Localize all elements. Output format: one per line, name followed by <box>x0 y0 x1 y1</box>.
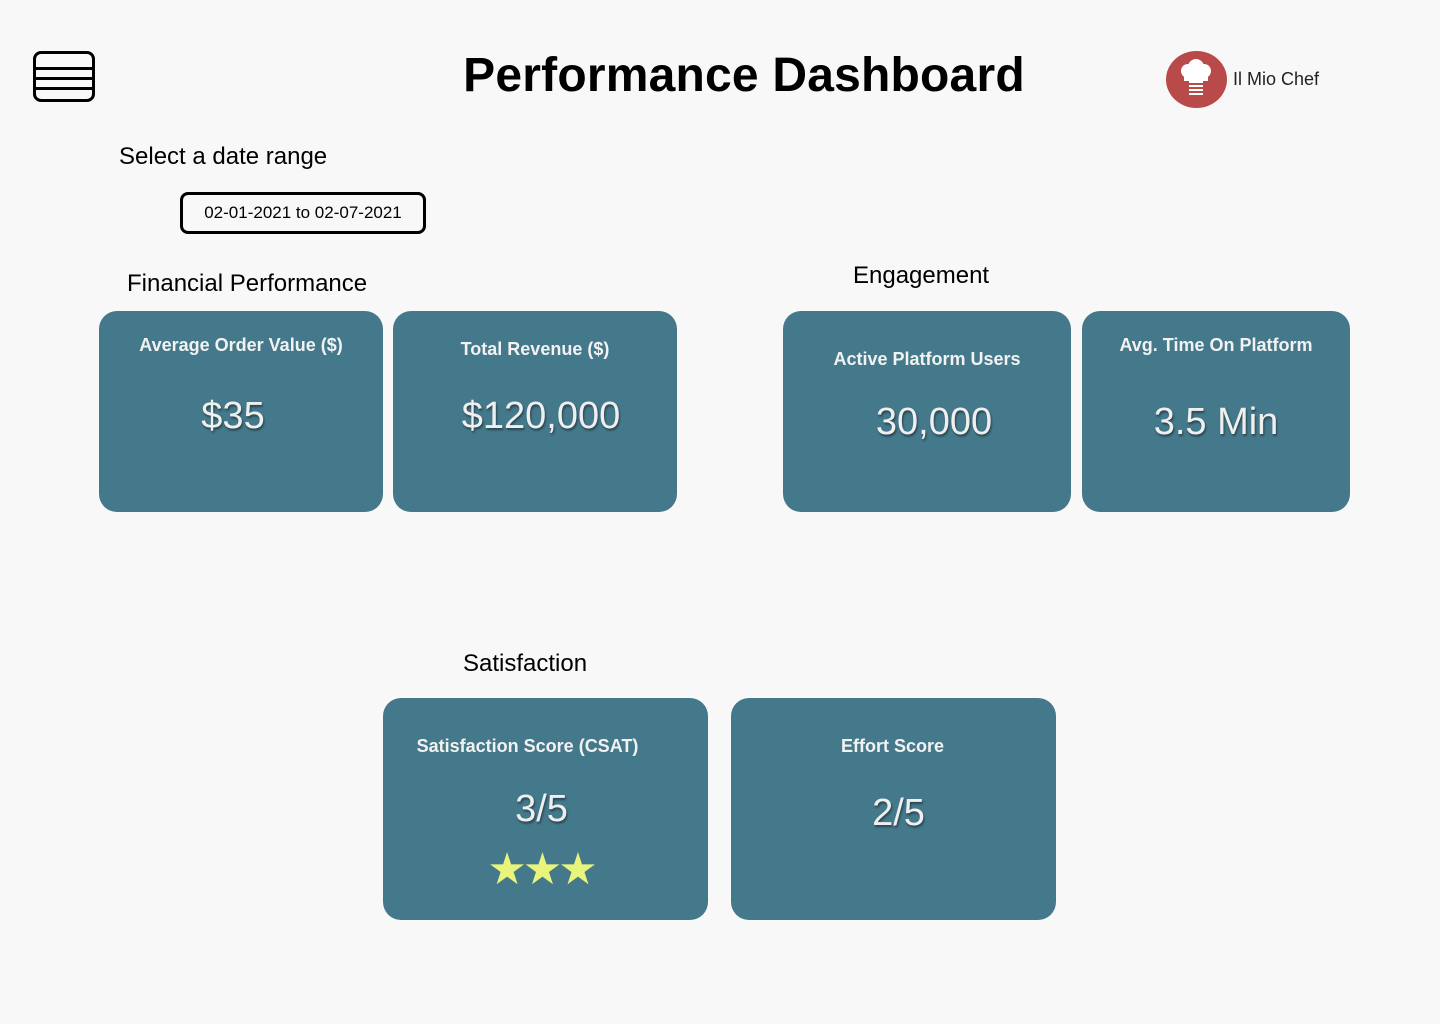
star-icon: ★ <box>487 844 527 895</box>
star-icon: ★ <box>522 844 563 895</box>
card-label: Satisfaction Score (CSAT) <box>416 736 639 756</box>
hamburger-menu-icon <box>36 67 92 70</box>
effort-score-card: Effort Score 2/5 <box>731 698 1056 920</box>
section-title-engagement: Engagement <box>853 262 990 289</box>
menu-button[interactable] <box>33 51 95 102</box>
star-icon: ★ <box>558 844 598 895</box>
card-value: $120,000 <box>461 395 621 437</box>
card-label: Average Order Value ($) <box>139 335 343 355</box>
card-value: $35 <box>201 395 265 437</box>
card-value: 2/5 <box>872 792 925 834</box>
date-range-label: Select a date range <box>119 143 328 170</box>
chef-hat-icon <box>1166 51 1227 108</box>
date-range-picker[interactable]: 02-01-2021 to 02-07-2021 <box>180 192 426 234</box>
brand: Il Mio Chef <box>1166 51 1319 108</box>
average-order-value-card: Average Order Value ($) $35 <box>99 311 383 512</box>
card-label: Active Platform Users <box>833 349 1021 369</box>
card-label: Avg. Time On Platform <box>1119 335 1313 355</box>
hamburger-menu-icon-bar <box>36 77 92 80</box>
satisfaction-score-card: Satisfaction Score (CSAT) 3/5 ★★★ <box>383 698 708 920</box>
card-value: 3/5 <box>515 788 568 830</box>
section-title-satisfaction: Satisfaction <box>463 650 588 677</box>
brand-name: Il Mio Chef <box>1233 69 1320 89</box>
card-label: Effort Score <box>840 736 945 756</box>
card-value: 3.5 Min <box>1153 401 1279 443</box>
active-platform-users-card: Active Platform Users 30,000 <box>783 311 1071 512</box>
card-value: 30,000 <box>875 401 993 443</box>
page-title: Performance Dashboard <box>463 49 1025 102</box>
card-label: Total Revenue ($) <box>460 339 610 359</box>
section-title-financial: Financial Performance <box>127 270 368 297</box>
hamburger-menu-icon-bar <box>36 87 92 90</box>
star-rating: ★★★ <box>383 848 708 892</box>
total-revenue-card: Total Revenue ($) $120,000 <box>393 311 677 512</box>
avg-time-on-platform-card: Avg. Time On Platform 3.5 Min <box>1082 311 1350 512</box>
